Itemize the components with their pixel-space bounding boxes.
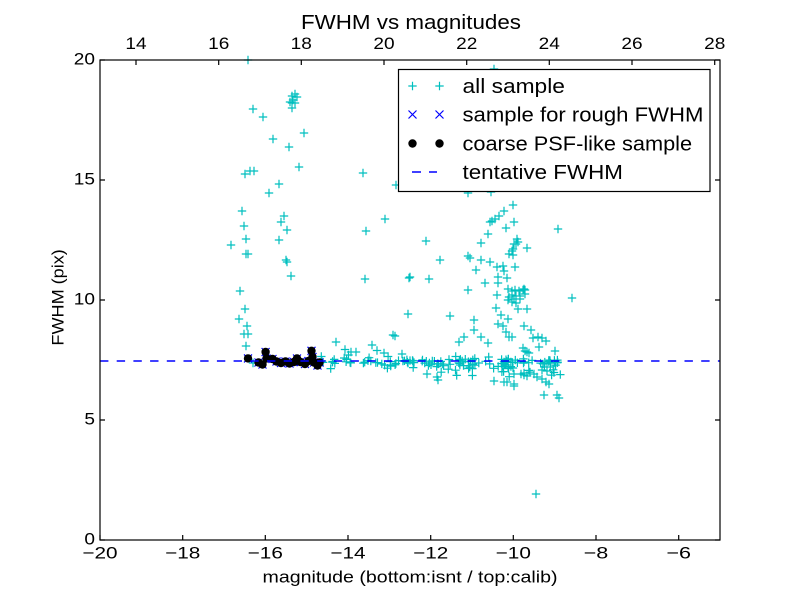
svg-text:−20: −20 (82, 544, 117, 563)
svg-text:20: 20 (74, 50, 95, 69)
svg-text:−12: −12 (413, 544, 448, 563)
svg-text:FWHM vs magnitudes: FWHM vs magnitudes (301, 12, 521, 34)
svg-text:−10: −10 (496, 544, 531, 563)
svg-text:−16: −16 (248, 544, 283, 563)
svg-text:24: 24 (539, 34, 560, 53)
svg-text:20: 20 (373, 34, 394, 53)
svg-text:−8: −8 (584, 544, 609, 563)
svg-text:all sample: all sample (463, 76, 565, 98)
svg-text:magnitude (bottom:isnt / top:c: magnitude (bottom:isnt / top:calib) (263, 568, 558, 587)
svg-text:26: 26 (621, 34, 642, 53)
svg-text:0: 0 (84, 530, 95, 549)
svg-text:16: 16 (208, 34, 229, 53)
svg-text:−6: −6 (666, 544, 691, 563)
svg-text:sample for rough FWHM: sample for rough FWHM (463, 105, 704, 127)
svg-text:22: 22 (456, 34, 477, 53)
svg-text:28: 28 (704, 34, 725, 53)
svg-text:−14: −14 (330, 544, 365, 563)
svg-text:−18: −18 (165, 544, 200, 563)
svg-text:FWHM (pix): FWHM (pix) (49, 249, 68, 345)
svg-text:tentative FWHM: tentative FWHM (463, 162, 623, 184)
svg-text:15: 15 (74, 170, 95, 189)
svg-text:10: 10 (74, 290, 95, 309)
svg-text:5: 5 (84, 410, 95, 429)
svg-text:14: 14 (125, 34, 146, 53)
svg-text:18: 18 (291, 34, 312, 53)
svg-text:coarse PSF-like sample: coarse PSF-like sample (463, 134, 693, 156)
